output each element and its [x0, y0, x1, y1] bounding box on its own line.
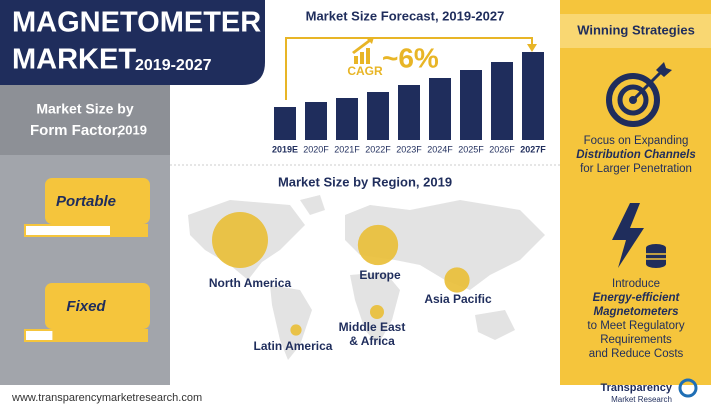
world-map	[188, 195, 545, 360]
bar	[367, 92, 389, 140]
logo: Market Research	[611, 395, 672, 404]
region-label: Middle East	[339, 320, 406, 334]
panel-year: 2019	[118, 122, 147, 137]
strategy-text: Requirements	[600, 334, 672, 346]
title-box	[0, 0, 265, 85]
region-bubble	[290, 324, 302, 336]
strategy-text: Distribution Channels	[576, 149, 695, 161]
bars: 2019E 2020F 2021F 2022F 2023F 2024F 2025F 2026F…	[272, 52, 546, 154]
trend-arrow	[285, 37, 533, 100]
region-label: Europe	[359, 268, 401, 282]
panel-title: Market Size by	[36, 101, 133, 117]
bar	[274, 107, 296, 140]
strategy-text: and Reduce Costs	[589, 348, 684, 360]
region-label: Latin America	[254, 339, 333, 353]
track	[24, 329, 148, 342]
annotation-value: ~6%	[382, 42, 439, 73]
tab	[45, 178, 150, 224]
x-tick-label: 2025F	[458, 144, 484, 154]
region-label: Asia Pacific	[424, 292, 492, 306]
tab	[45, 283, 150, 329]
strategies-panel	[560, 0, 711, 385]
bar	[398, 85, 420, 140]
logo-mark	[678, 378, 698, 398]
strategy-text: Magnetometers	[594, 306, 679, 318]
x-tick-label: 2019E	[272, 144, 298, 154]
bar	[429, 78, 451, 140]
x-tick-label: 2024F	[427, 144, 453, 154]
strategy-text: to Meet Regulatory	[587, 320, 684, 332]
region-label: & Africa	[349, 334, 395, 348]
logo: Transparency	[600, 382, 672, 394]
panel-title: Form Factor,	[30, 122, 121, 139]
bar	[305, 102, 327, 140]
x-tick-label: 2026F	[489, 144, 515, 154]
item-label: Fixed	[66, 298, 106, 315]
target-icon	[606, 62, 672, 127]
x-tick-label: 2021F	[334, 144, 360, 154]
strategy-text: Introduce	[612, 278, 660, 290]
bar	[522, 52, 544, 140]
title: MARKET	[12, 44, 136, 76]
chart-title: Market Size Forecast, 2019-2027	[306, 8, 505, 23]
strategies-title: Winning Strategies	[577, 22, 695, 37]
share-bar	[26, 331, 53, 340]
energy-icon	[612, 203, 666, 268]
item-label: Portable	[56, 193, 116, 210]
region-bubble	[444, 267, 470, 293]
footer-url: www.transparencymarketresearch.com	[11, 392, 202, 404]
region-title: Market Size by Region, 2019	[278, 174, 452, 189]
period: 2019-2027	[135, 57, 212, 74]
form-factor-items: Portable Fixed	[24, 178, 150, 342]
x-tick-label: 2020F	[303, 144, 329, 154]
bar	[460, 70, 482, 140]
region-bubble	[212, 212, 268, 268]
cagr-icon	[352, 37, 374, 64]
x-tick-label: 2023F	[396, 144, 422, 154]
strategy-text: Focus on Expanding	[584, 135, 689, 147]
strategies-header	[560, 14, 711, 48]
annotation: CAGR	[347, 64, 383, 78]
x-tick-label: 2022F	[365, 144, 391, 154]
strategy-text: Energy-efficient	[593, 292, 681, 304]
regions: North America Europe Asia Pacific Middle Ea…	[209, 212, 492, 353]
bar	[491, 62, 513, 140]
bar	[336, 98, 358, 140]
strategy-text: for Larger Penetration	[580, 163, 692, 175]
region-bubble	[357, 224, 399, 266]
region-bubble	[370, 305, 384, 319]
share-bar	[26, 226, 110, 235]
x-tick-label: 2027F	[520, 144, 546, 154]
form-factor-header	[0, 85, 170, 155]
region-label: North America	[209, 276, 292, 290]
title: MAGNETOMETER	[12, 7, 261, 39]
strategy-items: Focus on Expanding Distribution Channels f…	[576, 135, 695, 360]
arrow-head	[527, 44, 537, 52]
